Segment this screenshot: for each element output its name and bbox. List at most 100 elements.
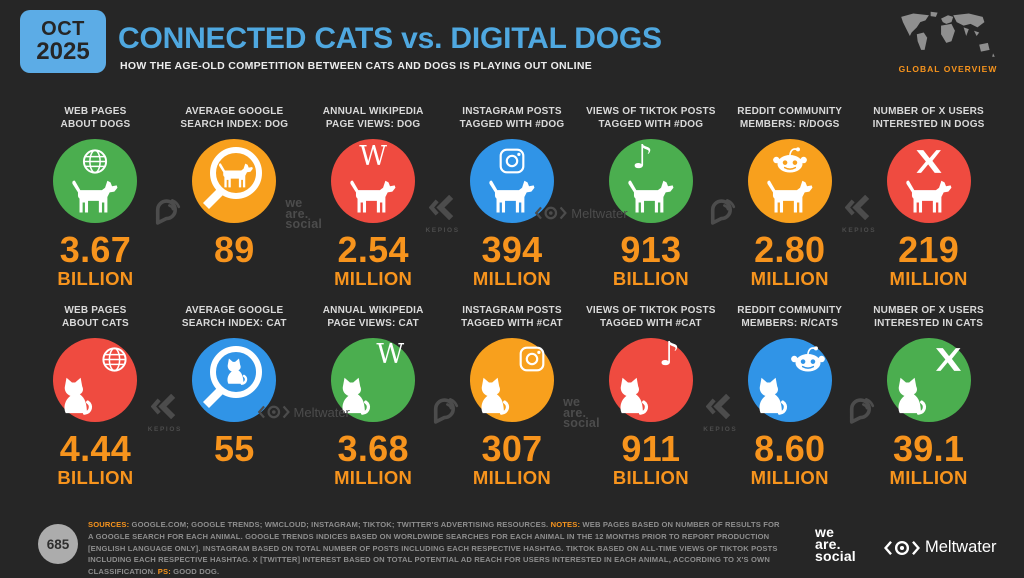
x-icon (916, 150, 942, 173)
stat-unit: BILLION (612, 467, 689, 488)
stat-value: 3.67 (59, 229, 132, 270)
datareportal-watermark-icon (703, 196, 737, 233)
tiktok-stat-circle: ♪ (608, 334, 693, 422)
cat-silhouette-icon (620, 378, 648, 415)
stat-column: INSTAGRAM POSTS TAGGED WITH #CAT 307 MILLIO… (443, 301, 582, 500)
stat-unit: BILLION (57, 268, 134, 289)
stat-column: INSTAGRAM POSTS TAGGED WITH #DOG 394 MILLIO… (443, 102, 582, 301)
stat-label: VIEWS OF TIKTOK POSTS TAGGED WITH #DOG (586, 105, 716, 130)
stat-column: AVERAGE GOOGLE SEARCH INDEX: DOG 89 (165, 102, 304, 301)
stat-unit: MILLION (889, 467, 968, 488)
stat-label: REDDIT COMMUNITY MEMBERS: R/DOGS (737, 105, 843, 130)
stat-label: VIEWS OF TIKTOK POSTS TAGGED WITH #CAT (586, 304, 716, 329)
kepios-icon (844, 194, 870, 221)
dog-silhouette-icon (72, 180, 118, 213)
stat-unit: MILLION (472, 467, 552, 488)
instagram-icon (499, 148, 525, 174)
kepios-icon (706, 393, 731, 420)
wikipedia-stat-circle: W (331, 338, 416, 422)
globe-icon (83, 149, 108, 174)
meltwater-watermark: Meltwater (535, 205, 628, 221)
cat-silhouette-icon (898, 378, 926, 415)
we-are-social-watermark: we are. social (563, 395, 600, 431)
stat-column: VIEWS OF TIKTOK POSTS TAGGED WITH #DOG ♪ 91… (581, 102, 720, 301)
stat-unit: MILLION (750, 467, 829, 488)
stat-label: NUMBER OF X USERS INTERESTED IN CATS (873, 304, 984, 329)
ps-label: PS: (157, 567, 171, 577)
reddit-stat-circle (747, 139, 832, 223)
kepios-icon (150, 393, 176, 420)
stat-value: 2.80 (754, 229, 826, 270)
search-stat-circle (192, 338, 277, 422)
meltwater-watermark: Meltwater (257, 404, 350, 420)
meltwater-wordmark: Meltwater (293, 404, 350, 420)
stat-value: 8.60 (754, 428, 826, 469)
stat-label: NUMBER OF X USERS INTERESTED IN DOGS (872, 105, 985, 130)
reddit-icon (772, 147, 807, 173)
dog-silhouette-icon (489, 180, 535, 213)
globe-stat-circle (53, 338, 138, 422)
we-are-social-logo: we are. social (815, 524, 856, 564)
stat-label: REDDIT COMMUNITY MEMBERS: R/CATS (737, 304, 843, 329)
stat-label: WEB PAGES ABOUT CATS (62, 304, 129, 329)
stat-unit: BILLION (57, 467, 134, 488)
stat-row-cat: WEB PAGES ABOUT CATS 4.44 BILLION AVERAGE GO… (26, 301, 998, 500)
kepios-watermark: KEPIOS (148, 393, 182, 433)
we-are-social-line: are. (815, 535, 841, 552)
notes-label: NOTES: (550, 520, 581, 529)
stat-column: AVERAGE GOOGLE SEARCH INDEX: CAT 55 (165, 301, 304, 500)
we-are-social-watermark: we are. social (285, 196, 323, 232)
cat-silhouette-icon (759, 378, 787, 415)
stat-column: REDDIT COMMUNITY MEMBERS: R/CATS 8.60 MILLI… (720, 301, 859, 500)
x-icon (935, 348, 961, 371)
dog-silhouette-icon (905, 180, 952, 213)
magnifier-icon (203, 346, 263, 408)
tiktok-stat-circle: ♪ (608, 139, 693, 223)
reddit-stat-circle (747, 338, 832, 422)
date-month: OCT (41, 17, 85, 40)
stat-value: 307 (481, 428, 543, 469)
stat-unit: MILLION (334, 467, 413, 488)
page-title: CONNECTED CATS vs. DIGITAL DOGS (118, 22, 662, 55)
stat-value: 394 (481, 229, 543, 270)
instagram-icon (519, 346, 545, 372)
global-overview-label: GLOBAL OVERVIEW (898, 64, 998, 74)
page-number-badge: 685 (38, 524, 78, 564)
wikipedia-icon: W (359, 141, 388, 172)
kepios-watermark: KEPIOS (842, 194, 877, 234)
stat-label: INSTAGRAM POSTS TAGGED WITH #DOG (459, 105, 565, 130)
wikipedia-stat-circle: W (331, 139, 416, 223)
date-year: 2025 (36, 37, 90, 65)
stat-column: ANNUAL WIKIPEDIA PAGE VIEWS: DOG W 2.54 MILL… (304, 102, 443, 301)
wikipedia-icon: W (376, 339, 405, 370)
stats-grid: WEB PAGES ABOUT DOGS 3.67 BILLION AVERAGE GO… (26, 102, 998, 500)
stat-unit: MILLION (889, 268, 968, 289)
kepios-wordmark: KEPIOS (842, 227, 877, 234)
instagram-stat-circle (470, 338, 554, 422)
stat-label: AVERAGE GOOGLE SEARCH INDEX: DOG (180, 105, 289, 130)
stat-unit: MILLION (334, 268, 413, 289)
ps-text: GOOD DOG. (170, 567, 220, 577)
datareportal-watermark-icon (842, 395, 876, 432)
stat-label: AVERAGE GOOGLE SEARCH INDEX: CAT (181, 304, 287, 329)
dog-silhouette-icon (350, 180, 396, 213)
stat-row-dog: WEB PAGES ABOUT DOGS 3.67 BILLION AVERAGE GO… (26, 102, 998, 301)
we-are-social-line: we (815, 524, 835, 540)
datareportal-watermark-icon (426, 395, 460, 432)
we-are-social-line: social (815, 547, 856, 564)
sources-label: SOURCES: (88, 520, 130, 529)
datareportal-watermark-icon (148, 196, 182, 233)
stat-column: NUMBER OF X USERS INTERESTED IN DOGS 219 MI… (859, 102, 998, 301)
globe-stat-circle (53, 139, 138, 223)
stat-value: 4.44 (59, 428, 132, 469)
stat-value: 911 (621, 428, 681, 469)
page-subtitle: HOW THE AGE-OLD COMPETITION BETWEEN CATS… (120, 60, 593, 72)
tiktok-icon: ♪ (658, 334, 680, 373)
stat-value: 913 (620, 229, 682, 270)
meltwater-icon (535, 206, 568, 220)
stat-column: WEB PAGES ABOUT CATS 4.44 BILLION (26, 301, 165, 500)
magnifier-icon (203, 147, 263, 209)
stat-value: 2.54 (337, 229, 409, 270)
stat-value: 89 (213, 229, 255, 270)
